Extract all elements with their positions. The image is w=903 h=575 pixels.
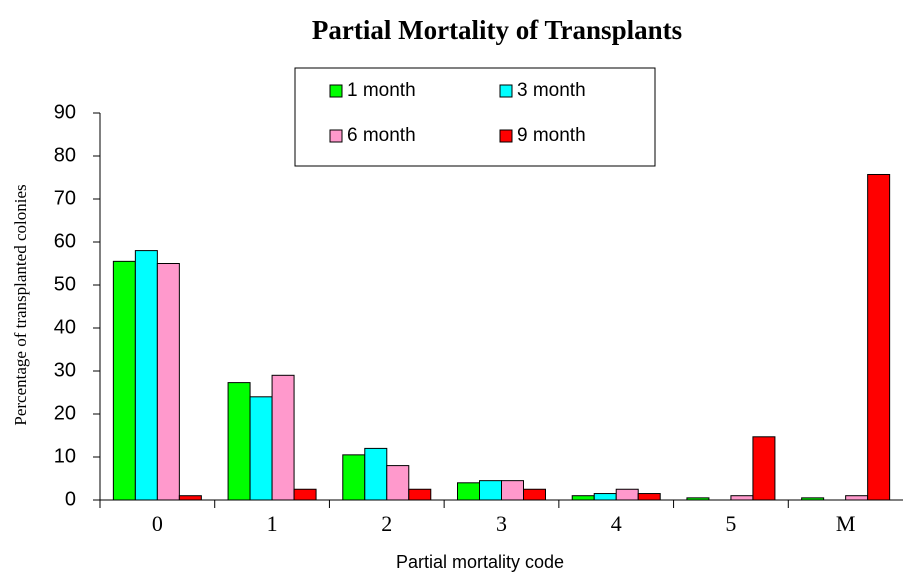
legend-label: 3 month [517,80,586,101]
x-tick-label: M [836,511,856,536]
bar [271,374,295,501]
bar [457,482,480,501]
bar [342,454,366,501]
y-tick-label: 40 [54,316,76,338]
legend-swatch [499,129,513,143]
bar [752,436,776,501]
bar [615,488,639,501]
legend-swatch [329,129,343,143]
y-tick-label: 50 [54,273,76,295]
bar [112,260,136,501]
bar [479,480,502,501]
bar [501,480,524,501]
chart-title: Partial Mortality of Transplants [312,15,682,45]
bar [867,173,891,501]
legend-swatch [329,84,343,98]
y-tick-label: 30 [54,359,76,381]
y-tick-label: 20 [54,402,76,424]
legend-label: 6 month [347,125,416,146]
bar [227,382,251,501]
bar [178,495,202,501]
bar [386,465,410,501]
y-tick-label: 60 [54,230,76,252]
x-tick-label: 3 [496,511,507,536]
bar [845,495,869,501]
bar [364,447,388,501]
y-tick-label: 90 [54,101,76,123]
y-tick-label: 10 [54,445,76,467]
legend-label: 9 month [517,125,586,146]
x-tick-label: 1 [267,511,278,536]
bar [134,250,158,501]
bar [293,488,317,501]
legend-swatch [499,84,513,98]
x-tick-label: 5 [725,511,736,536]
legend-label: 1 month [347,80,416,101]
y-tick-label: 70 [54,187,76,209]
bar [523,488,546,501]
bar [730,495,754,501]
bar [156,263,180,501]
x-tick-label: 2 [381,511,392,536]
y-axis-label: Percentage of transplanted colonies [11,184,30,425]
y-tick-label: 80 [54,144,76,166]
bar [249,396,273,501]
bar [637,493,661,501]
bar [408,488,432,501]
x-axis-label: Partial mortality code [396,552,564,572]
bar [571,495,595,501]
legend-box [294,67,656,167]
y-tick-label: 0 [65,488,76,510]
x-tick-label: 0 [152,511,163,536]
bar [593,493,617,501]
x-tick-label: 4 [611,511,622,536]
